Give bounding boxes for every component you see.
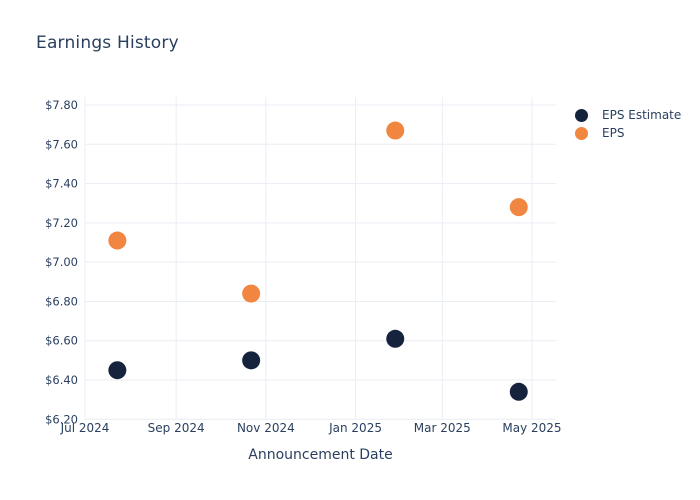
legend: EPS Estimate EPS <box>575 109 681 140</box>
data-point-eps[interactable] <box>509 198 528 217</box>
data-point-eps-estimate[interactable] <box>509 382 528 401</box>
legend-marker-eps-estimate-icon <box>575 109 588 122</box>
x-axis-title: Announcement Date <box>248 447 393 463</box>
x-tick-label: Mar 2025 <box>414 421 471 435</box>
y-tick-label: $6.80 <box>45 294 78 308</box>
x-tick-label: Sep 2024 <box>148 421 205 435</box>
legend-item-eps-estimate[interactable]: EPS Estimate <box>575 109 681 122</box>
legend-item-eps[interactable]: EPS <box>575 127 681 140</box>
y-tick-label: $6.20 <box>45 412 78 426</box>
x-tick-label: Jul 2024 <box>60 421 110 435</box>
y-tick-label: $7.60 <box>45 137 78 151</box>
legend-label-eps: EPS <box>602 126 625 140</box>
y-tick-label: $7.20 <box>45 216 78 230</box>
y-tick-label: $7.40 <box>45 177 78 191</box>
y-tick-label: $7.80 <box>45 98 78 112</box>
data-point-eps-estimate[interactable] <box>108 361 127 380</box>
data-point-eps[interactable] <box>386 121 405 140</box>
legend-marker-eps-icon <box>575 127 588 140</box>
y-tick-label: $6.60 <box>45 334 78 348</box>
x-tick-label: Nov 2024 <box>237 421 295 435</box>
data-point-eps[interactable] <box>242 284 261 303</box>
y-tick-label: $7.00 <box>45 255 78 269</box>
legend-label-eps-estimate: EPS Estimate <box>602 108 682 122</box>
data-point-eps-estimate[interactable] <box>242 351 261 370</box>
data-point-eps[interactable] <box>108 231 127 250</box>
x-tick-label: Jan 2025 <box>328 421 382 435</box>
data-point-eps-estimate[interactable] <box>386 329 405 348</box>
y-tick-label: $6.40 <box>45 373 78 387</box>
x-tick-label: May 2025 <box>502 421 561 435</box>
chart-title: Earnings History <box>36 33 179 53</box>
